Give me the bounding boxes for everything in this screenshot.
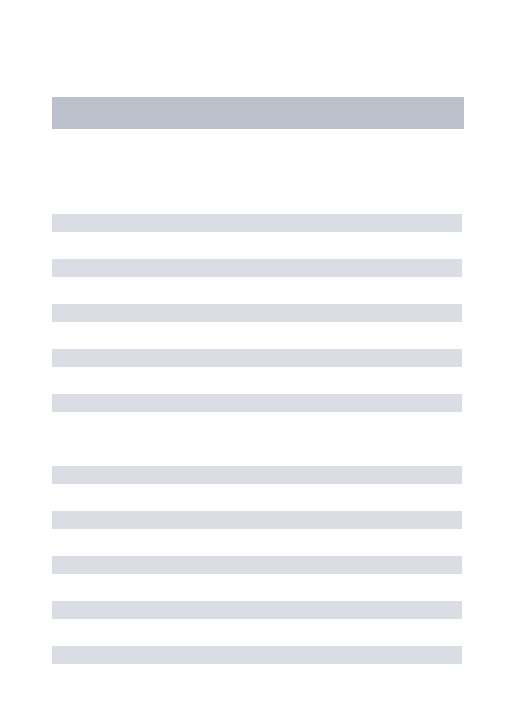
group1-bar-1 xyxy=(52,214,462,232)
group2-bar-1 xyxy=(52,466,462,484)
group1-bar-2 xyxy=(52,259,462,277)
group2-bar-3 xyxy=(52,556,462,574)
group1-bar-4 xyxy=(52,349,462,367)
group2-bar-2 xyxy=(52,511,462,529)
header-bar xyxy=(52,97,464,129)
group2-bar-5 xyxy=(52,646,462,664)
group1-bar-3 xyxy=(52,304,462,322)
group1-bar-5 xyxy=(52,394,462,412)
group2-bar-4 xyxy=(52,601,462,619)
